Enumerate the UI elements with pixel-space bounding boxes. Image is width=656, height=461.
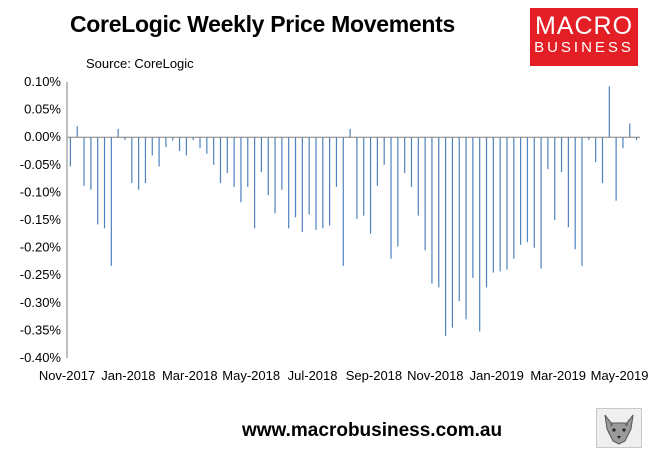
chart-source: Source: CoreLogic <box>86 56 194 71</box>
x-tick-label: May-2019 <box>591 368 649 383</box>
x-tick-label: May-2018 <box>222 368 280 383</box>
y-tick-label: -0.35% <box>20 322 62 337</box>
y-tick-label: -0.25% <box>20 267 62 282</box>
chart-title: CoreLogic Weekly Price Movements <box>70 11 455 37</box>
logo-line-2: BUSINESS <box>534 39 634 56</box>
logo-line-1: MACRO <box>534 12 634 40</box>
y-tick-label: 0.00% <box>24 129 61 144</box>
y-tick-label: -0.30% <box>20 295 62 310</box>
y-tick-label: 0.05% <box>24 102 61 117</box>
footer-url: www.macrobusiness.com.au <box>242 420 503 441</box>
x-tick-label: Sep-2018 <box>346 368 402 383</box>
x-tick-label: Nov-2018 <box>407 368 463 383</box>
y-tick-label: -0.20% <box>20 240 62 255</box>
x-tick-label: Jul-2018 <box>288 368 338 383</box>
y-tick-label: -0.10% <box>20 184 62 199</box>
x-tick-label: Mar-2018 <box>162 368 218 383</box>
x-tick-label: Jan-2019 <box>470 368 524 383</box>
x-tick-label: Jan-2018 <box>101 368 155 383</box>
wolf-mascot-icon <box>596 408 642 448</box>
y-tick-label: -0.15% <box>20 212 62 227</box>
macrobusiness-logo: MACRO BUSINESS <box>530 8 638 66</box>
x-tick-label: Mar-2019 <box>530 368 586 383</box>
y-tick-label: -0.05% <box>20 157 62 172</box>
y-tick-label: -0.40% <box>20 350 62 365</box>
x-tick-label: Nov-2017 <box>39 368 95 383</box>
y-tick-label: 0.10% <box>24 74 61 89</box>
